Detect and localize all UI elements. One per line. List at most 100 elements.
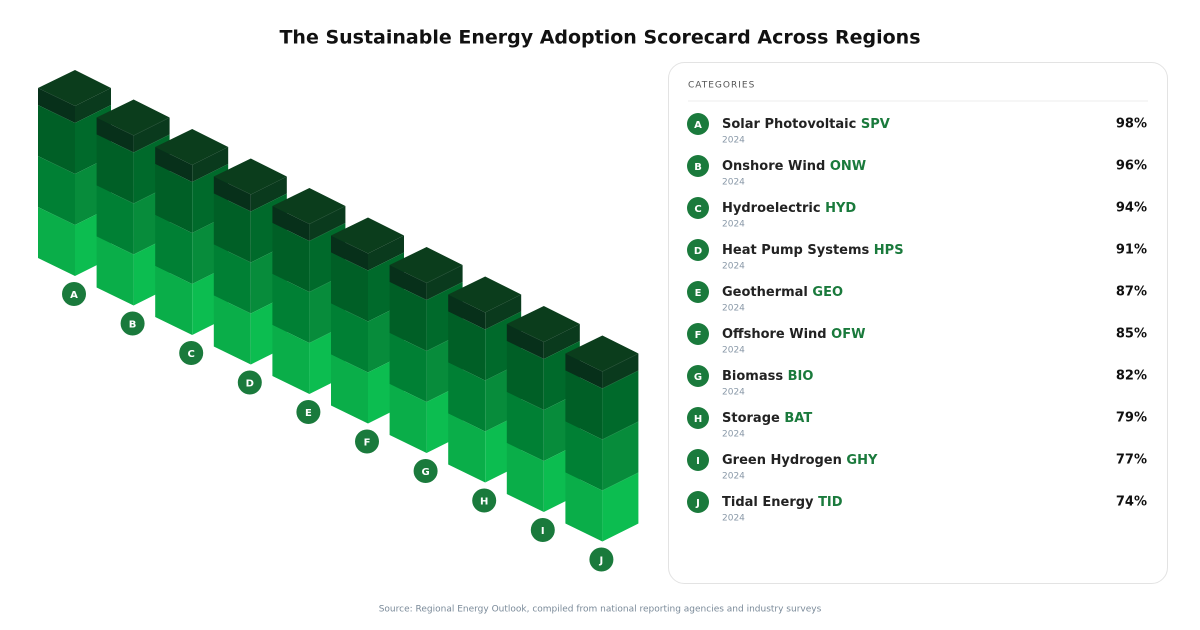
column-face bbox=[565, 421, 603, 491]
column-cap bbox=[331, 235, 368, 271]
item-name: Onshore Wind ONW bbox=[722, 159, 866, 174]
column-top bbox=[565, 335, 639, 372]
item-name-text: Storage bbox=[722, 411, 780, 426]
column-face bbox=[96, 236, 134, 306]
item-name: Storage BAT bbox=[722, 411, 812, 426]
column-badge bbox=[120, 311, 145, 336]
column-badge bbox=[296, 400, 321, 424]
column-badge bbox=[530, 518, 555, 542]
column-cap bbox=[155, 147, 193, 182]
column-face bbox=[565, 472, 603, 542]
item-name: Hydroelectric HYD bbox=[722, 201, 856, 216]
column-cap bbox=[192, 147, 229, 182]
item-value: 85% bbox=[1116, 327, 1147, 342]
column-cap bbox=[543, 324, 580, 359]
column-face bbox=[506, 443, 544, 512]
item-name: Tidal Energy TID bbox=[722, 495, 843, 510]
column-face bbox=[331, 252, 368, 322]
column-top bbox=[272, 188, 346, 224]
item-badge bbox=[687, 239, 709, 261]
column-top bbox=[331, 217, 404, 254]
item-note: 2024 bbox=[722, 346, 745, 356]
item-name: Biomass BIO bbox=[722, 369, 813, 384]
item-value: 77% bbox=[1116, 453, 1147, 468]
footer: Source: Regional Energy Outlook, compile… bbox=[379, 605, 822, 615]
column-face bbox=[389, 384, 427, 453]
item-note: 2024 bbox=[722, 220, 745, 230]
column-cap bbox=[448, 294, 486, 330]
column-cap bbox=[506, 324, 544, 359]
item-badge-label: E bbox=[695, 288, 702, 299]
item-badge-label: G bbox=[694, 372, 702, 383]
item-badge bbox=[687, 365, 709, 387]
item-name-text: Heat Pump Systems bbox=[722, 243, 870, 258]
column-badge-label: B bbox=[129, 320, 137, 331]
item-value: 94% bbox=[1116, 201, 1147, 216]
column-face bbox=[602, 370, 639, 440]
item-badge-label: A bbox=[694, 120, 702, 131]
item-code: SPV bbox=[861, 117, 890, 132]
item-badge bbox=[687, 323, 709, 345]
column-top bbox=[38, 70, 111, 106]
column-face bbox=[331, 354, 368, 424]
title: The Sustainable Energy Adoption Scorecar… bbox=[279, 27, 920, 49]
column-cap bbox=[96, 117, 134, 153]
column-cap bbox=[75, 88, 111, 123]
item-value: 82% bbox=[1116, 369, 1147, 384]
column-badge bbox=[179, 341, 204, 365]
item-badge-label: H bbox=[694, 414, 702, 425]
item-badge bbox=[687, 407, 709, 429]
column-face bbox=[506, 392, 544, 461]
column-face bbox=[389, 282, 427, 351]
item-name-text: Green Hydrogen bbox=[722, 453, 842, 468]
column-face bbox=[155, 164, 193, 233]
column-badge-label: H bbox=[480, 497, 488, 508]
column-cap bbox=[133, 117, 170, 153]
column-cap bbox=[565, 353, 603, 389]
column-face bbox=[506, 341, 544, 410]
column-badge bbox=[237, 370, 262, 395]
item-badge bbox=[687, 449, 709, 471]
item-badge-label: I bbox=[696, 456, 700, 467]
column: J bbox=[565, 335, 639, 572]
item-value: 74% bbox=[1116, 495, 1147, 510]
column-top bbox=[155, 129, 229, 165]
item-badge bbox=[687, 113, 709, 135]
column-top bbox=[96, 99, 170, 136]
column-face bbox=[272, 223, 310, 292]
column-face bbox=[602, 421, 639, 491]
column-badge-label: C bbox=[188, 349, 195, 360]
column-face bbox=[155, 266, 193, 335]
panel-heading: CATEGORIES bbox=[688, 81, 755, 91]
item-name-text: Hydroelectric bbox=[722, 201, 821, 216]
column-cap bbox=[213, 176, 251, 212]
column-face bbox=[331, 303, 368, 373]
item-name-text: Onshore Wind bbox=[722, 159, 825, 174]
item-note: 2024 bbox=[722, 262, 745, 272]
column-face bbox=[38, 156, 75, 225]
column-badge bbox=[472, 488, 497, 513]
column-cap bbox=[389, 265, 427, 300]
item-badge bbox=[687, 197, 709, 219]
column-badge-label: J bbox=[599, 556, 604, 567]
column-badge-label: D bbox=[246, 379, 254, 390]
column-badge bbox=[413, 459, 438, 483]
item-badge bbox=[687, 491, 709, 513]
item-name-text: Biomass bbox=[722, 369, 783, 384]
column-face bbox=[213, 295, 251, 365]
item-code: BAT bbox=[784, 411, 812, 426]
item-code: HYD bbox=[825, 201, 856, 216]
item-code: TID bbox=[818, 495, 843, 510]
item-badge bbox=[687, 155, 709, 177]
item-badge-label: F bbox=[695, 330, 702, 341]
item-name: Geothermal GEO bbox=[722, 285, 843, 300]
item-code: GHY bbox=[846, 453, 878, 468]
item-name: Solar Photovoltaic SPV bbox=[722, 117, 890, 132]
item-name-text: Geothermal bbox=[722, 285, 808, 300]
item-note: 2024 bbox=[722, 388, 745, 398]
item-name: Green Hydrogen GHY bbox=[722, 453, 878, 468]
column-face bbox=[96, 134, 134, 204]
item-badge-label: J bbox=[695, 498, 700, 509]
item-code: ONW bbox=[830, 159, 866, 174]
